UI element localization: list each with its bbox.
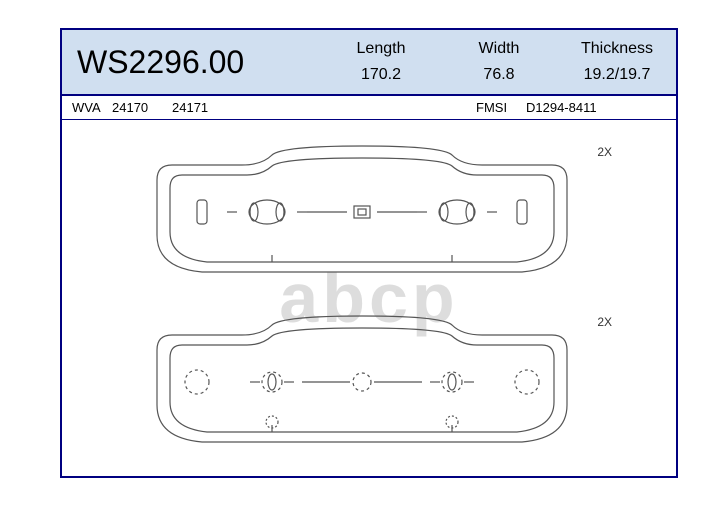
reference-row: WVA 24170 24171 FMSI D1294-8411 <box>62 96 676 120</box>
spec-width-label: Width <box>440 40 558 58</box>
wva-value-2: 24171 <box>172 100 232 115</box>
fmsi-label: FMSI <box>476 100 526 115</box>
wva-value-1: 24170 <box>112 100 172 115</box>
spec-thickness-value: 19.2/19.7 <box>558 66 676 84</box>
qty-label-top: 2X <box>597 145 612 159</box>
spec-length-label: Length <box>322 40 440 58</box>
brake-pad-top-svg <box>142 140 582 290</box>
fmsi-value: D1294-8411 <box>526 100 676 115</box>
brake-pad-bottom-svg <box>142 310 582 460</box>
spec-thickness: Thickness 19.2/19.7 <box>558 40 676 84</box>
header-row: WS2296.00 Length 170.2 Width 76.8 Thickn… <box>62 30 676 96</box>
brake-pad-top: 2X <box>142 140 582 295</box>
brake-pad-bottom: 2X <box>142 310 582 465</box>
spec-thickness-label: Thickness <box>558 40 676 58</box>
diagram-area: abcp <box>62 120 676 476</box>
qty-label-bottom: 2X <box>597 315 612 329</box>
spec-width: Width 76.8 <box>440 40 558 84</box>
spec-length: Length 170.2 <box>322 40 440 84</box>
spec-width-value: 76.8 <box>440 66 558 84</box>
diagram-frame: WS2296.00 Length 170.2 Width 76.8 Thickn… <box>60 28 678 478</box>
spec-length-value: 170.2 <box>322 66 440 84</box>
wva-label: WVA <box>62 100 112 115</box>
part-number: WS2296.00 <box>62 44 322 81</box>
